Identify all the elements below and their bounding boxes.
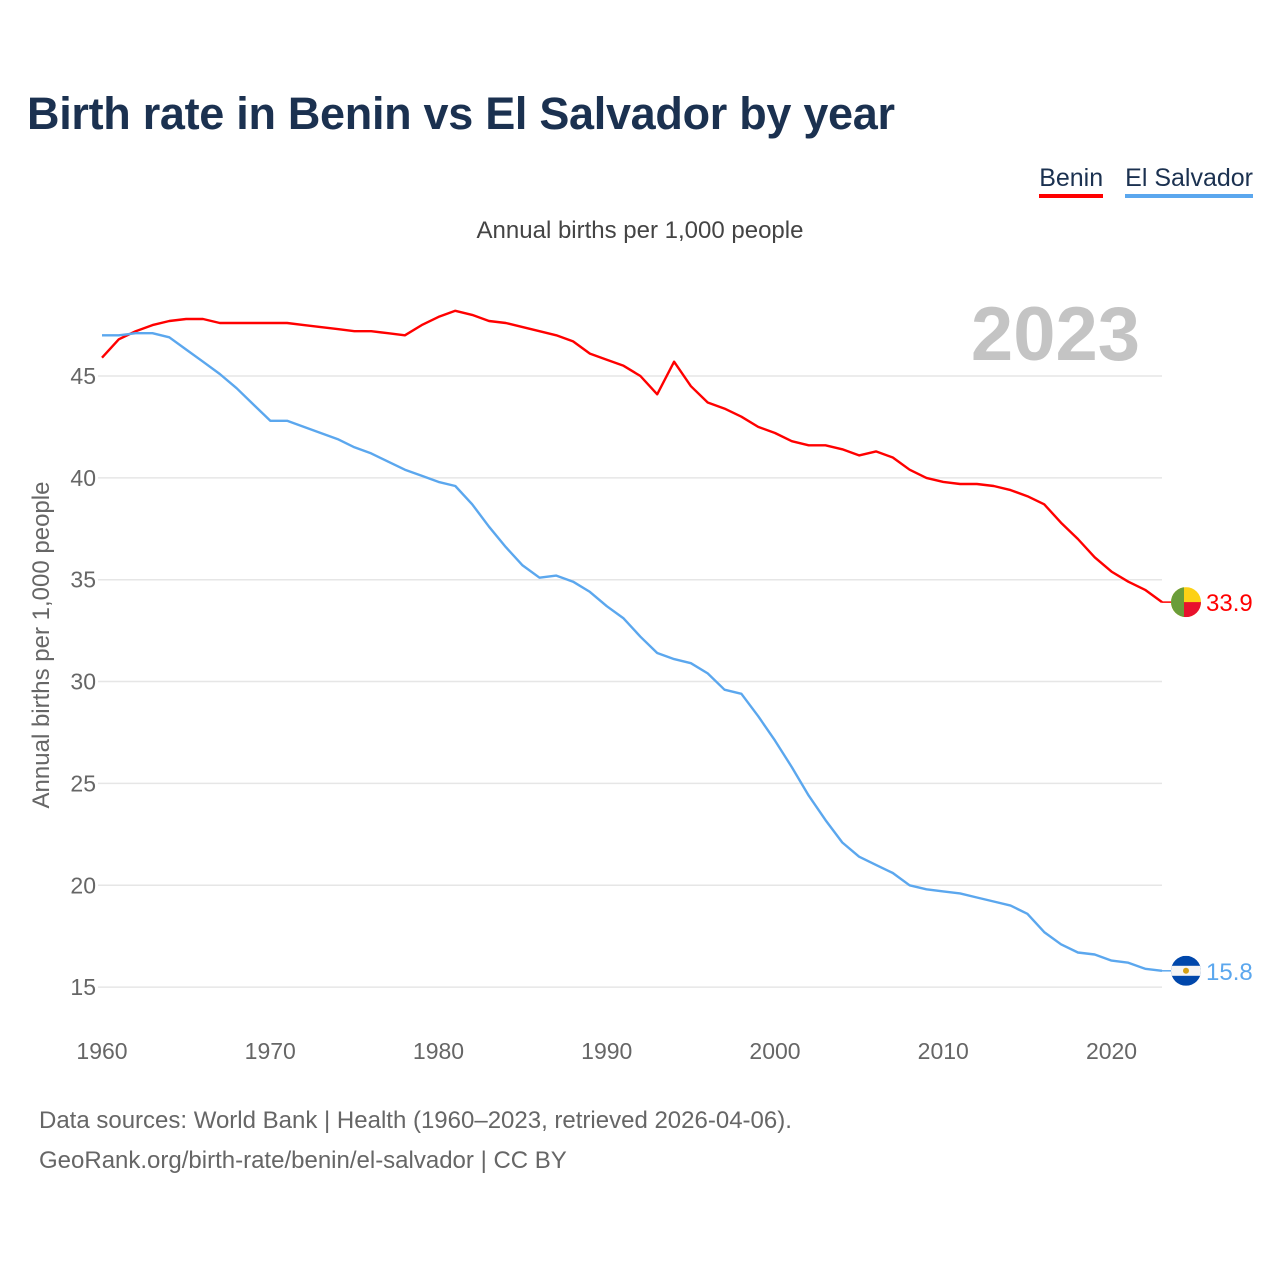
footer-link[interactable]: GeoRank.org/birth-rate/benin/el-salvador… <box>39 1147 567 1174</box>
y-tick-label: 15 <box>70 974 96 1000</box>
x-tick-label: 2000 <box>749 1038 800 1064</box>
y-tick-label: 25 <box>70 770 96 796</box>
legend-item-benin[interactable]: Benin <box>1039 164 1104 198</box>
series-line-el-salvador <box>102 332 1163 972</box>
chart-title: Birth rate in Benin vs El Salvador by ye… <box>27 88 895 139</box>
y-tick-label: 30 <box>70 669 96 695</box>
end-value-label-el-salvador: 15.8 <box>1206 959 1253 986</box>
x-tick-label: 2020 <box>1086 1038 1137 1064</box>
y-tick-label: 20 <box>70 872 96 898</box>
legend: Benin El Salvador <box>1039 164 1253 198</box>
x-tick-label: 1980 <box>413 1038 464 1064</box>
footer-source: Data sources: World Bank | Health (1960–… <box>39 1107 792 1134</box>
series-line-benin <box>101 309 1163 604</box>
x-tick-label: 1990 <box>581 1038 632 1064</box>
x-tick-label: 1960 <box>76 1038 127 1064</box>
year-watermark: 2023 <box>971 292 1140 377</box>
flag-icon-benin <box>1171 587 1201 618</box>
end-value-label-benin: 33.9 <box>1206 590 1253 617</box>
flag-icon-el-salvador <box>1171 955 1201 986</box>
x-tick-label: 2010 <box>918 1038 969 1064</box>
y-tick-label: 45 <box>70 363 96 389</box>
y-tick-label: 40 <box>70 465 96 491</box>
x-tick-label: 1970 <box>245 1038 296 1064</box>
legend-item-el-salvador[interactable]: El Salvador <box>1125 164 1253 198</box>
chart-subtitle: Annual births per 1,000 people <box>476 217 804 244</box>
y-tick-label: 35 <box>70 567 96 593</box>
